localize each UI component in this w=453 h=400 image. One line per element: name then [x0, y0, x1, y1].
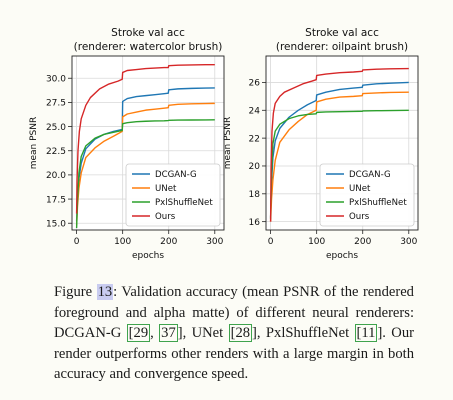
series-line-unet: [269, 91, 409, 222]
chart-subtitle: (renderer: watercolor brush): [74, 41, 223, 53]
y-tick-label: 20: [249, 162, 261, 172]
legend-label-ours: Ours: [155, 212, 176, 222]
y-tick-label: 25.0: [46, 123, 66, 133]
chart-title: Stroke val acc: [305, 27, 379, 39]
x-tick-label: 200: [354, 237, 371, 247]
chart-1: Stroke val acc (renderer: watercolor brus…: [29, 27, 225, 261]
y-tick-label: 20.0: [46, 171, 66, 181]
legend-box: [125, 163, 221, 227]
legend-label-unet: UNet: [349, 184, 371, 194]
x-tick-label: 0: [268, 237, 274, 247]
x-tick-label: 0: [74, 237, 80, 247]
caption-text-1: : Validation accuracy (mean PSNR of the …: [54, 284, 414, 341]
y-tick-label: 15.0: [46, 219, 66, 229]
x-tick-label: 100: [114, 237, 131, 247]
citation-37[interactable]: 37: [159, 324, 178, 342]
y-tick-label: 22: [249, 134, 260, 144]
charts-svg: Stroke val acc (renderer: watercolor brus…: [29, 27, 419, 261]
y-tick-label: 30.0: [46, 74, 66, 84]
x-tick-label: 300: [400, 237, 417, 247]
series-line-dcgan-g: [75, 87, 215, 222]
y-tick-label: 22.5: [46, 147, 66, 157]
x-axis-label: epochs: [132, 251, 164, 261]
x-tick-label: 100: [308, 237, 325, 247]
chart-2: Stroke val acc (renderer: oilpaint brush)…: [223, 27, 419, 261]
x-tick-label: 300: [206, 237, 223, 247]
legend-label-dcgan-g: DCGAN-G: [155, 170, 197, 180]
y-tick-label: 24: [249, 106, 261, 116]
legend-label-dcgan-g: DCGAN-G: [349, 170, 391, 180]
series-line-dcgan-g: [269, 81, 409, 218]
legend-label-pxlshufflenet: PxlShuffleNet: [349, 198, 407, 208]
figure-caption: Figure 13: Validation accuracy (mean PSN…: [54, 282, 414, 385]
caption-text-2: ], UNet: [177, 325, 229, 341]
legend-box: [319, 163, 415, 227]
caption-text-4: ]. Our render outperforms other renders …: [54, 325, 414, 382]
plot-frame: [71, 55, 225, 231]
y-tick-label: 26: [249, 79, 261, 89]
series-line-pxlshufflenet: [75, 119, 215, 229]
legend-label-unet: UNet: [155, 184, 177, 194]
caption-figure-number[interactable]: 13: [96, 284, 114, 300]
chart-title: Stroke val acc: [111, 27, 185, 39]
series-line-pxlshufflenet: [269, 109, 409, 219]
y-tick-label: 27.5: [46, 99, 66, 109]
citation-11[interactable]: [11: [354, 324, 378, 342]
chart-subtitle: (renderer: oilpaint brush): [276, 41, 408, 53]
y-tick-label: 18: [249, 190, 261, 200]
series-line-unet: [75, 102, 215, 226]
legend-label-ours: Ours: [349, 212, 370, 222]
y-axis-label: mean PSNR: [223, 117, 233, 170]
x-axis-label: epochs: [326, 251, 358, 261]
caption-figure-word: Figure: [54, 284, 97, 300]
plot-frame: [265, 55, 419, 231]
series-line-ours: [269, 67, 409, 222]
y-tick-label: 16: [249, 218, 261, 228]
y-axis-label: mean PSNR: [29, 117, 39, 170]
citation-28[interactable]: [28: [228, 324, 253, 342]
figure-area: Stroke val acc (renderer: watercolor brus…: [29, 27, 419, 261]
y-tick-label: 17.5: [46, 195, 66, 205]
caption-text-3: ], PxlShuffleNet: [252, 325, 355, 341]
citation-29[interactable]: [29: [126, 324, 151, 342]
x-tick-label: 200: [160, 237, 177, 247]
legend-label-pxlshufflenet: PxlShuffleNet: [155, 198, 213, 208]
series-line-ours: [75, 63, 215, 214]
caption-sep: ,: [150, 325, 160, 341]
